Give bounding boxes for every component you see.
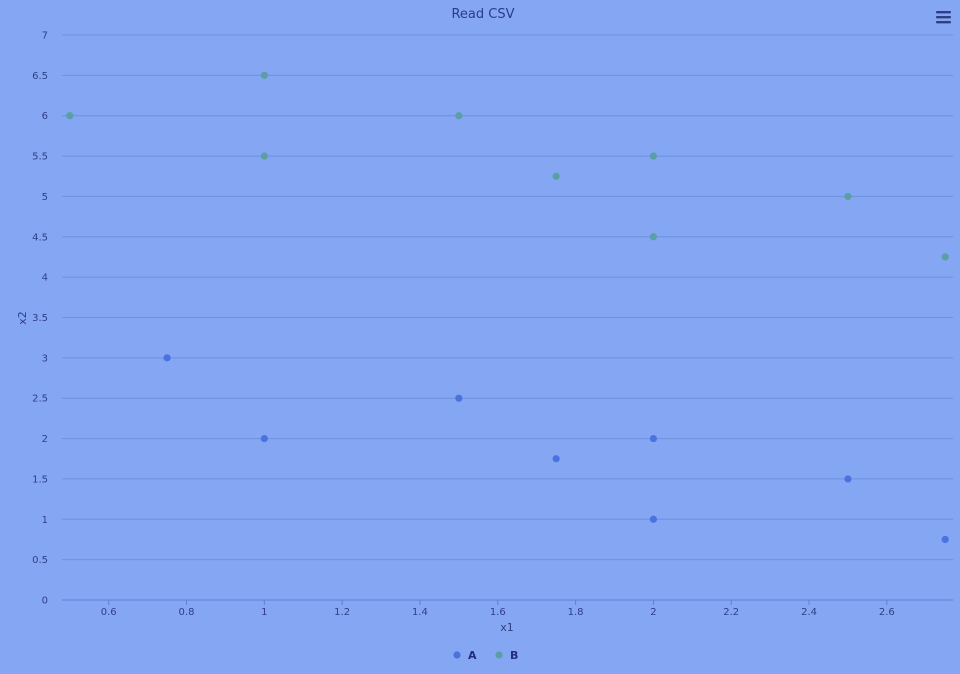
y-tick-label: 0.5: [32, 555, 48, 566]
x-tick-label: 1.6: [490, 607, 506, 618]
data-point-b: [649, 233, 658, 241]
y-tick-label: 7: [42, 31, 48, 42]
y-tick-label: 6.5: [32, 71, 48, 82]
data-point-b: [552, 172, 560, 180]
legend-marker: [495, 651, 503, 659]
y-tick-label: 6: [42, 111, 48, 122]
grid-lines: [62, 34, 953, 561]
data-point-b: [66, 112, 74, 120]
y-tick-label: 4.5: [32, 232, 48, 243]
x-tick-label: 2: [650, 607, 656, 618]
data-point-b: [844, 192, 852, 201]
data-point-b: [260, 152, 268, 160]
data-point-b: [649, 152, 658, 160]
x-axis-ticks: 0.6 0.8 1 1.2 1.4 1.6 1.8 2 2.2 2.4 2.6: [101, 600, 895, 618]
y-tick-label: 5.5: [32, 152, 48, 163]
chart-title: Read CSV: [451, 7, 514, 22]
legend-label: B: [510, 649, 518, 662]
x-tick-label: 2.2: [723, 607, 739, 618]
data-point-a: [260, 434, 268, 443]
data-point-a: [844, 475, 852, 483]
hamburger-menu-icon: [936, 11, 951, 14]
data-point-b: [455, 112, 463, 120]
data-point-a: [163, 354, 171, 362]
y-tick-label: 2.5: [32, 394, 48, 405]
data-point-a: [455, 394, 463, 402]
y-axis-ticks: 0 0.5 1 1.5 2 2.5 3 3.5 4 4.5 5 5.5 6 6.5 7: [32, 31, 48, 607]
y-tick-label: 2: [42, 434, 48, 445]
x-tick-label: 1: [261, 607, 267, 618]
data-point-b: [941, 253, 949, 261]
y-axis-label: x2: [16, 311, 29, 325]
y-tick-label: 5: [42, 192, 48, 203]
x-axis-label: x1: [500, 621, 514, 634]
data-point-a: [649, 434, 658, 443]
legend-item-a[interactable]: A: [453, 649, 477, 662]
y-tick-label: 1: [42, 515, 48, 526]
legend-label: A: [468, 649, 477, 662]
legend-marker: [453, 651, 461, 659]
x-tick-label: 0.8: [179, 607, 195, 618]
y-tick-label: 3.5: [32, 313, 48, 324]
x-tick-label: 1.2: [334, 607, 350, 618]
y-tick-label: 4: [42, 273, 48, 284]
data-point-a: [941, 535, 949, 544]
x-tick-label: 1.8: [568, 607, 584, 618]
x-tick-label: 2.6: [879, 607, 895, 618]
y-tick-label: 3: [42, 353, 48, 364]
context-menu-button[interactable]: [933, 8, 954, 26]
y-tick-label: 0: [42, 596, 48, 607]
data-points: [66, 71, 949, 544]
data-point-b: [260, 71, 268, 79]
x-tick-label: 0.6: [101, 607, 117, 618]
data-point-a: [552, 455, 560, 463]
x-tick-label: 1.4: [412, 607, 428, 618]
y-tick-label: 1.5: [32, 474, 48, 485]
x-tick-label: 2.4: [801, 607, 817, 618]
legend-item-b[interactable]: B: [495, 649, 518, 662]
data-point-a: [649, 515, 658, 523]
